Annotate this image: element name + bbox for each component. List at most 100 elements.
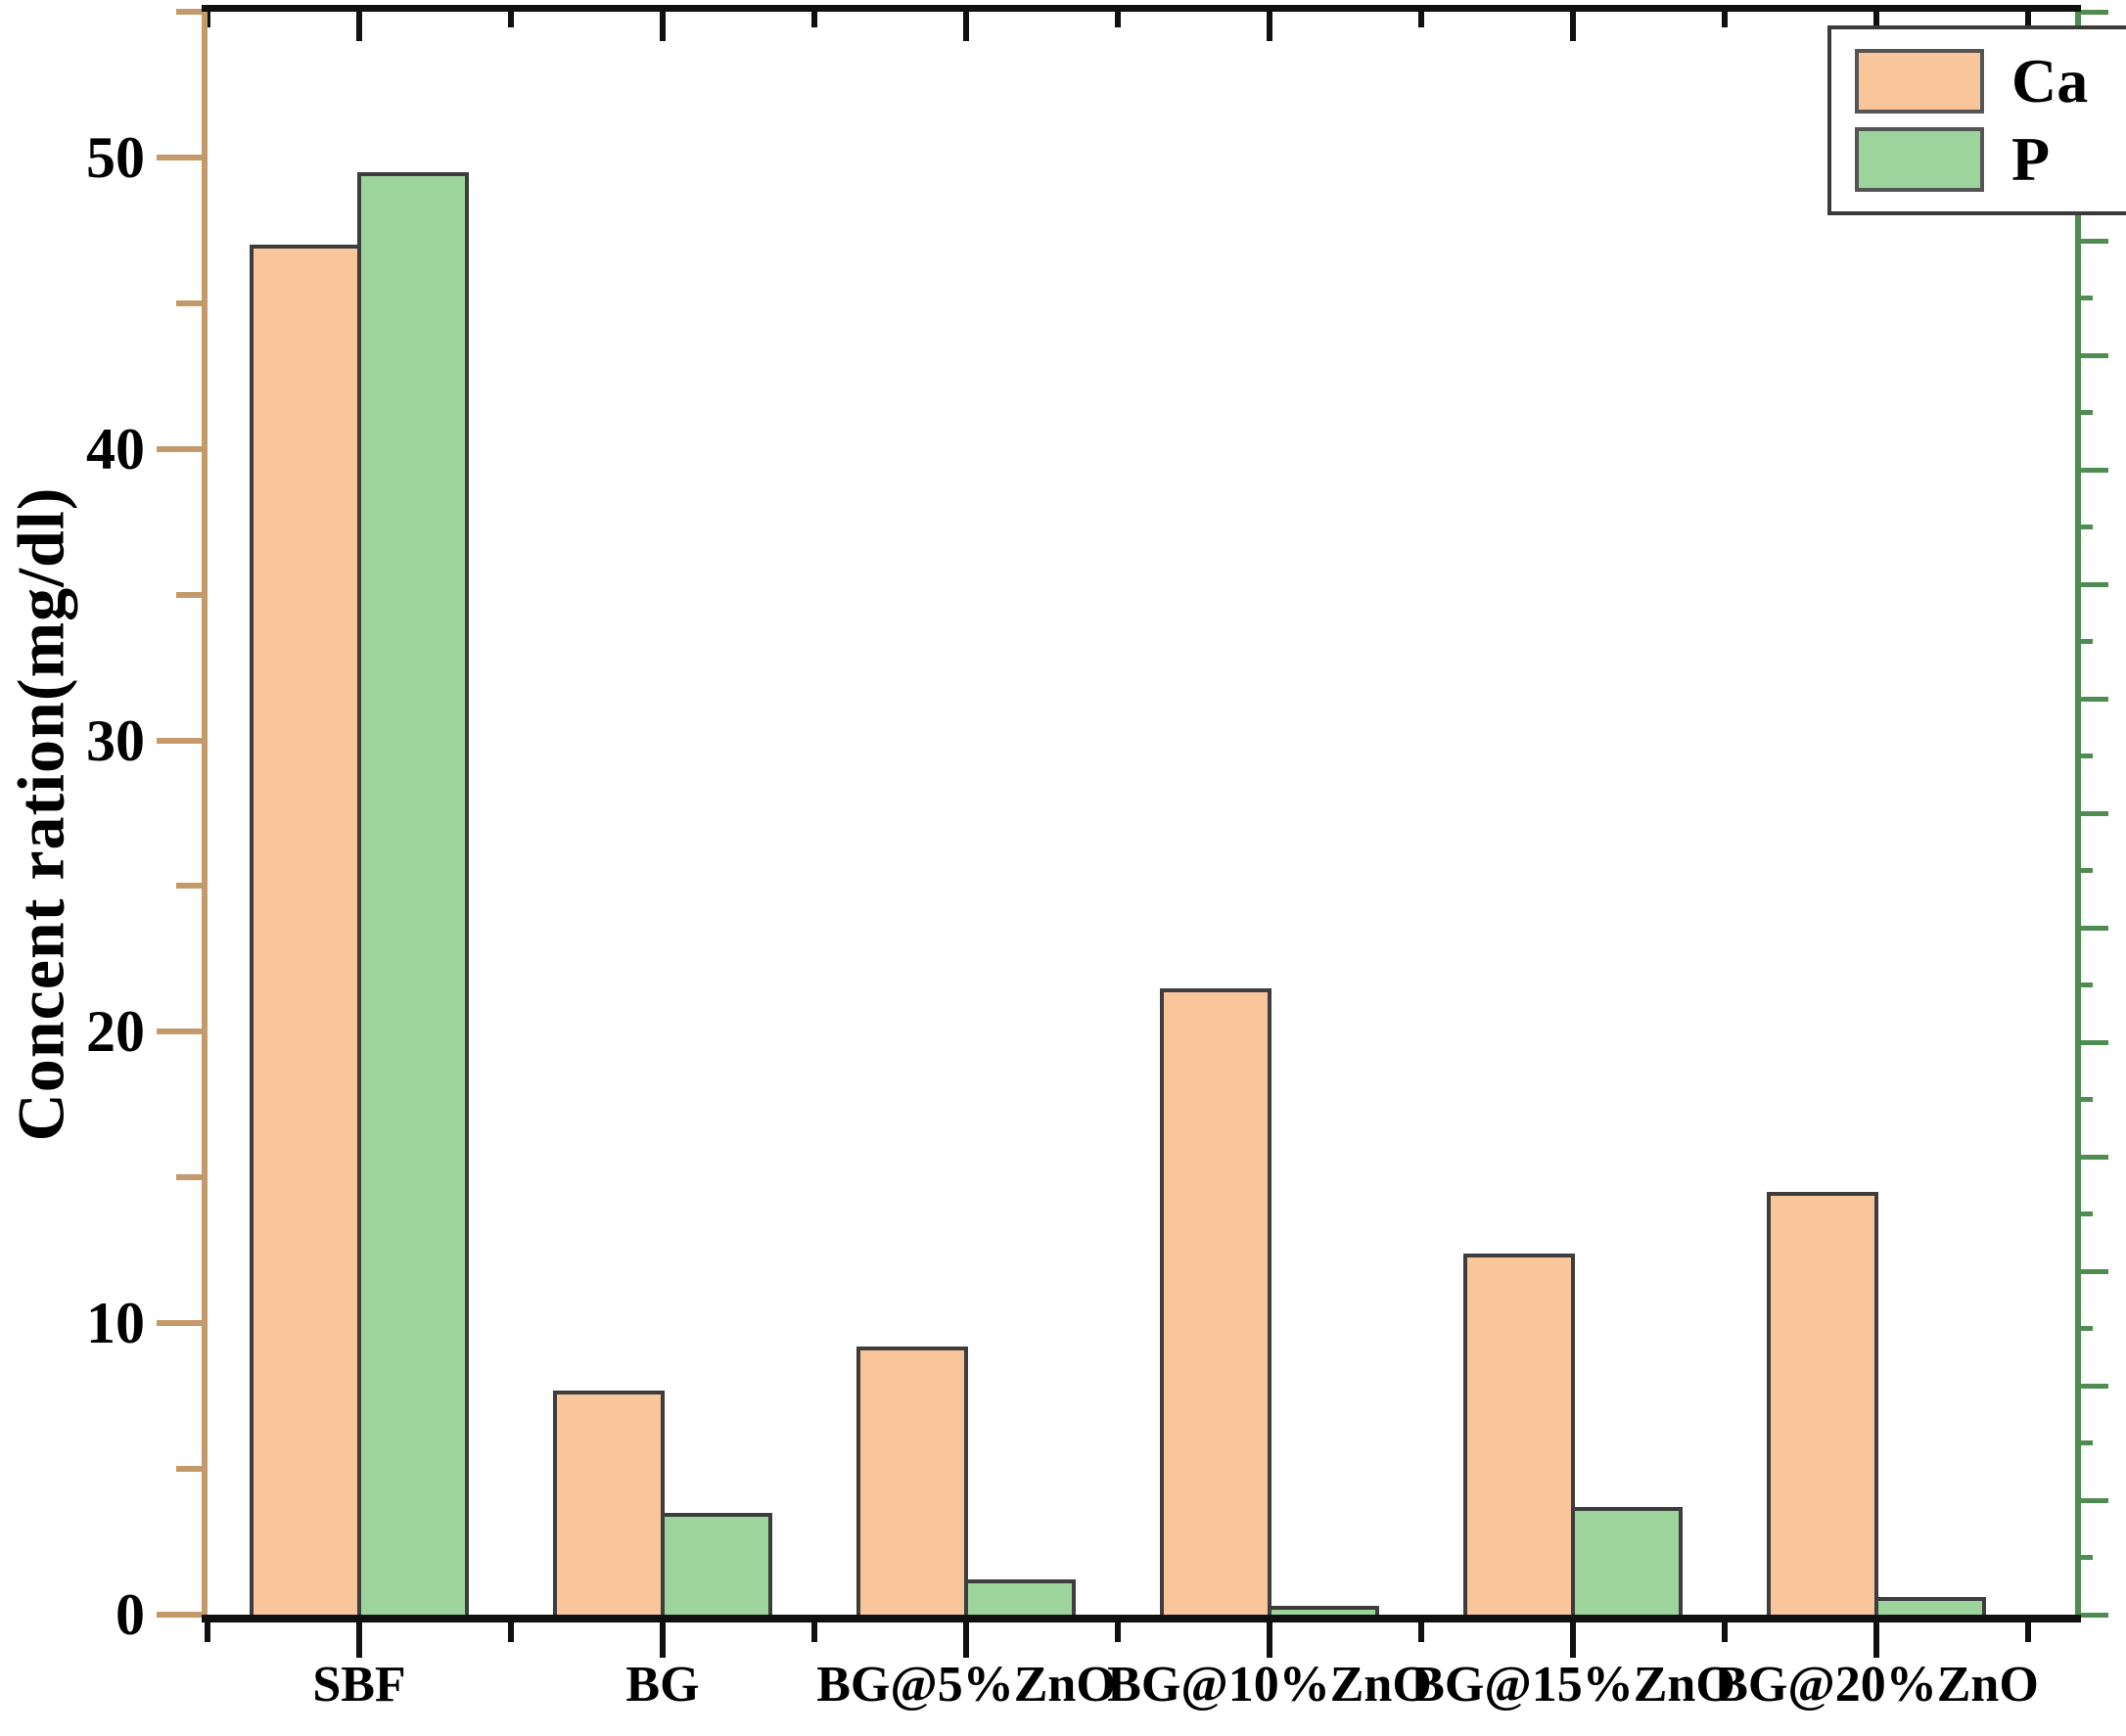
x-category-label-0: SBF [312,1657,406,1713]
bar-p-5 [1874,1597,1986,1615]
x-major-tick-BG@15%ZnO [1570,1622,1576,1658]
legend-label-ca: Ca [2011,46,2089,115]
x-major-tick-BG@10%ZnO [1267,1622,1272,1658]
legend-label-p: P [2011,124,2051,194]
y-tick-label-20: 20 [86,999,145,1065]
x-category-label-5: BG@20%ZnO [1714,1657,2039,1713]
y-minor-tick-35 [176,591,202,598]
legend-swatch-p [1855,127,1984,192]
top-minor-tick-3 [1115,12,1121,27]
bar-ca-4 [1463,1253,1575,1615]
y-minor-tick-45 [176,299,202,306]
y-minor-tick-5 [176,1466,202,1473]
right-tick-14 [2075,810,2108,816]
right-tick-13 [2075,754,2093,758]
top-major-tick-BG@15%ZnO [1570,12,1576,41]
right-tick-26 [2075,1497,2108,1503]
right-tick-22 [2075,1268,2108,1274]
right-tick-16 [2075,925,2108,931]
y-major-tick-50 [157,154,202,160]
right-tick-23 [2075,1326,2093,1331]
right-tick-21 [2075,1211,2093,1216]
bar-ca-2 [856,1347,968,1615]
top-axis-line [202,5,2081,12]
x-major-tick-BG@20%ZnO [1873,1622,1879,1658]
x-minor-tick-6 [2025,1622,2031,1642]
x-major-tick-BG@5%ZnO [963,1622,969,1658]
right-tick-17 [2075,982,2093,987]
plot-area: 0 10 20 30 40 50 SBF BG BG@5%ZnO BG@10%ZnO BG@15%Z… [86,5,2126,1711]
right-tick-5 [2075,296,2093,300]
y-minor-tick-55 [176,9,202,15]
y-major-tick-20 [157,1028,202,1035]
y-minor-tick-15 [176,1174,202,1181]
y-tick-label-40: 40 [86,416,145,481]
top-minor-tick-6 [2025,12,2031,27]
right-tick-10 [2075,581,2108,587]
x-minor-tick-5 [1722,1622,1728,1642]
bar-ca-1 [553,1390,665,1615]
right-tick-11 [2075,639,2093,644]
top-major-tick-BG [660,12,666,41]
bar-p-0 [357,171,469,1615]
y-tick-label-10: 10 [86,1291,145,1356]
x-minor-tick-1 [508,1622,514,1642]
x-minor-tick-4 [1418,1622,1424,1642]
right-tick-6 [2075,352,2108,358]
right-axis-line [2075,5,2081,1622]
right-tick-28 [2075,1612,2108,1618]
x-category-label-1: BG [625,1657,700,1713]
top-minor-tick-0 [205,12,210,27]
top-minor-tick-1 [508,12,514,27]
bar-ca-5 [1767,1192,1878,1615]
right-tick-25 [2075,1440,2093,1445]
x-category-label-4: BG@15%ZnO [1410,1657,1735,1713]
bar-p-3 [1268,1606,1379,1615]
top-major-tick-SBF [356,12,362,41]
x-minor-tick-2 [811,1622,817,1642]
y-major-tick-0 [157,1612,202,1618]
top-minor-tick-5 [1722,12,1728,27]
right-tick-19 [2075,1097,2093,1102]
x-major-tick-SBF [356,1622,362,1658]
right-tick-12 [2075,696,2108,702]
left-axis-line [202,5,208,1622]
y-major-tick-30 [157,737,202,744]
bottom-axis-line [202,1615,2081,1622]
y-major-tick-10 [157,1320,202,1327]
top-minor-tick-4 [1418,12,1424,27]
y-tick-label-30: 30 [86,708,145,773]
y-axis-title: Concent ration(mg/dl) [3,486,78,1142]
x-minor-tick-0 [205,1622,210,1642]
right-tick-24 [2075,1383,2108,1389]
bar-p-2 [964,1579,1076,1615]
right-tick-20 [2075,1154,2108,1160]
y-major-tick-40 [157,445,202,452]
right-tick-4 [2075,238,2108,244]
right-tick-27 [2075,1555,2093,1560]
legend-item-p: P [1855,127,2126,192]
top-major-tick-BG@5%ZnO [963,12,969,41]
y-tick-label-0: 0 [116,1582,145,1647]
x-major-tick-BG [660,1622,666,1658]
right-tick-0 [2075,9,2108,15]
bar-p-4 [1571,1506,1683,1615]
top-minor-tick-2 [811,12,817,27]
top-major-tick-BG@10%ZnO [1267,12,1272,41]
legend-box: Ca P [1827,25,2126,215]
y-minor-tick-25 [176,883,202,890]
x-category-label-3: BG@10%ZnO [1107,1657,1432,1713]
right-tick-9 [2075,525,2093,529]
legend-item-ca: Ca [1855,49,2126,114]
right-tick-15 [2075,868,2093,873]
right-tick-7 [2075,410,2093,415]
bar-ca-3 [1160,987,1271,1615]
legend-swatch-ca [1855,49,1984,114]
x-minor-tick-3 [1115,1622,1121,1642]
y-tick-label-50: 50 [86,124,145,190]
x-category-label-2: BG@5%ZnO [816,1657,1116,1713]
right-tick-18 [2075,1039,2108,1045]
bar-p-1 [661,1512,772,1615]
bar-ca-0 [250,245,361,1615]
